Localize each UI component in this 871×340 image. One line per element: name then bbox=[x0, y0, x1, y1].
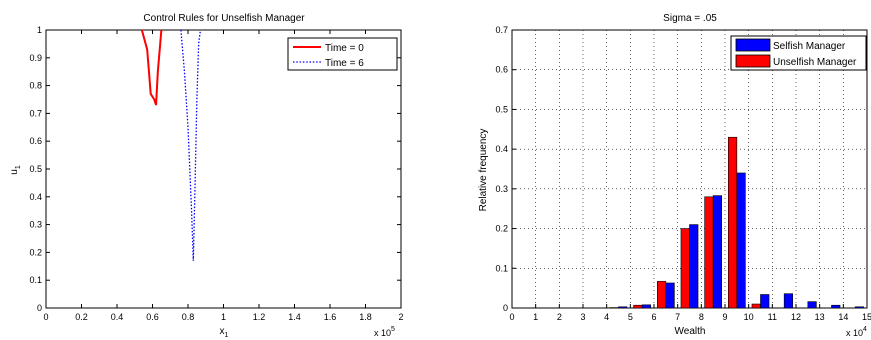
bar-selfish bbox=[783, 293, 793, 309]
left-x-tick-label: 0.2 bbox=[75, 312, 88, 322]
right-y-axis-label: Relative frequency bbox=[478, 129, 489, 212]
left-chart-title: Control Rules for Unselfish Manager bbox=[143, 13, 305, 24]
left-x-tick-label: 1.4 bbox=[288, 312, 301, 322]
left-y-tick-label: 1 bbox=[37, 25, 42, 35]
bar-selfish bbox=[641, 304, 651, 309]
bar-unselfish bbox=[680, 228, 690, 309]
right-plot-area: 0 1 2 3 4 5 6 7 8 9 10 11 12 13 14 1500.10.20.30.40.50.… bbox=[495, 25, 871, 322]
right-y-tick-label: 0.4 bbox=[495, 144, 508, 154]
right-y-tick-label: 0.7 bbox=[495, 25, 508, 35]
left-x-tick-label: 0.6 bbox=[146, 312, 159, 322]
left-y-tick-label: 0.3 bbox=[29, 220, 42, 230]
left-legend-box bbox=[287, 37, 398, 71]
left-x-tick-label: 0.8 bbox=[182, 312, 195, 322]
left-x-tick-label: 2 bbox=[398, 312, 403, 322]
left-legend: Time = 0 Time = 6 bbox=[287, 37, 398, 71]
left-plot-area: 0 0.2 0.4 0.6 0.8 1 1.2 1.4 1.6 1.8 2 0 0.1 0.2 0.3 0.4… bbox=[29, 25, 403, 322]
left-y-tick-label: 0.6 bbox=[29, 136, 42, 146]
control-rules-chart: Control Rules for Unselfish Manager 0 0.2… bbox=[9, 13, 404, 339]
series-line-time0 bbox=[140, 29, 163, 106]
left-x-tick-label: 1.8 bbox=[359, 312, 372, 322]
right-x-tick-label: 2 bbox=[557, 312, 562, 322]
left-x-tick-label: 0 bbox=[43, 312, 48, 322]
right-y-tick-label: 0.1 bbox=[495, 263, 508, 273]
bar-unselfish bbox=[657, 281, 667, 309]
right-x-multiplier: x 104 bbox=[846, 326, 867, 338]
left-axes-box bbox=[45, 29, 402, 309]
legend-label-selfish: Selfish Manager bbox=[773, 41, 846, 52]
right-x-axis-label: Wealth bbox=[675, 326, 706, 337]
bar-unselfish bbox=[633, 304, 643, 309]
left-y-tick-label: 0.7 bbox=[29, 108, 42, 118]
right-y-tick-label: 0 bbox=[503, 303, 508, 313]
legend-label-time0: Time = 0 bbox=[325, 43, 364, 54]
right-chart-title: Sigma = .05 bbox=[663, 13, 717, 24]
bar-selfish bbox=[689, 224, 699, 309]
legend-swatch-selfish bbox=[735, 38, 771, 52]
legend-label-unselfish: Unselfish Manager bbox=[773, 57, 857, 68]
left-x-axis-label: x1 bbox=[220, 326, 229, 339]
bar-selfish bbox=[854, 306, 864, 309]
right-x-tick-label: 15 bbox=[862, 312, 871, 322]
right-y-tick-label: 0.2 bbox=[495, 224, 508, 234]
right-y-tick-label: 0.5 bbox=[495, 104, 508, 114]
right-y-tick-label: 0.6 bbox=[495, 65, 508, 75]
right-x-tick-label: 13 bbox=[815, 312, 825, 322]
right-x-tick-label: 9 bbox=[722, 312, 727, 322]
right-x-tick-label: 10 bbox=[744, 312, 754, 322]
left-y-tick-label: 0.5 bbox=[29, 164, 42, 174]
right-x-tick-label: 5 bbox=[628, 312, 633, 322]
right-x-tick-label: 7 bbox=[675, 312, 680, 322]
bar-selfish bbox=[831, 304, 841, 309]
right-legend: Selfish Manager Unselfish Manager bbox=[730, 35, 867, 71]
legend-swatch-unselfish bbox=[735, 54, 771, 68]
bar-selfish bbox=[736, 172, 746, 309]
left-y-tick-label: 0.9 bbox=[29, 53, 42, 63]
bar-selfish bbox=[618, 306, 628, 309]
left-y-tick-label: 0.4 bbox=[29, 192, 42, 202]
right-x-tick-label: 6 bbox=[651, 312, 656, 322]
bar-selfish bbox=[760, 294, 770, 309]
left-y-tick-label: 0.8 bbox=[29, 81, 42, 91]
bar-unselfish bbox=[728, 136, 738, 309]
left-y-tick-label: 0.2 bbox=[29, 247, 42, 257]
left-x-tick-label: 1 bbox=[221, 312, 226, 322]
left-x-tick-label: 1.6 bbox=[324, 312, 337, 322]
wealth-histogram: Sigma = .05 0 1 2 3 4 5 6 7 8 9 10 11 12 13 14 1500.10.… bbox=[478, 13, 871, 338]
legend-label-time6: Time = 6 bbox=[325, 58, 364, 69]
bar-unselfish bbox=[704, 196, 714, 309]
right-x-tick-label: 12 bbox=[791, 312, 801, 322]
bar-selfish bbox=[665, 282, 675, 309]
right-y-tick-label: 0.3 bbox=[495, 184, 508, 194]
right-x-tick-label: 3 bbox=[580, 312, 585, 322]
left-x-tick-label: 0.4 bbox=[111, 312, 124, 322]
right-x-tick-label: 1 bbox=[533, 312, 538, 322]
right-x-tick-label: 0 bbox=[509, 312, 514, 322]
right-x-tick-label: 8 bbox=[699, 312, 704, 322]
right-x-tick-label: 11 bbox=[768, 312, 777, 322]
right-x-tick-label: 14 bbox=[838, 312, 848, 322]
right-x-tick-label: 4 bbox=[604, 312, 609, 322]
bar-selfish bbox=[807, 301, 817, 309]
left-x-multiplier: x 105 bbox=[374, 326, 395, 338]
left-y-tick-label: 0.1 bbox=[29, 275, 42, 285]
bar-unselfish bbox=[751, 303, 761, 309]
series-line-time6 bbox=[180, 29, 202, 261]
left-y-axis-label: u1 bbox=[9, 165, 22, 175]
bar-selfish bbox=[712, 195, 722, 309]
left-y-tick-label: 0 bbox=[37, 303, 42, 313]
left-x-tick-label: 1.2 bbox=[253, 312, 266, 322]
